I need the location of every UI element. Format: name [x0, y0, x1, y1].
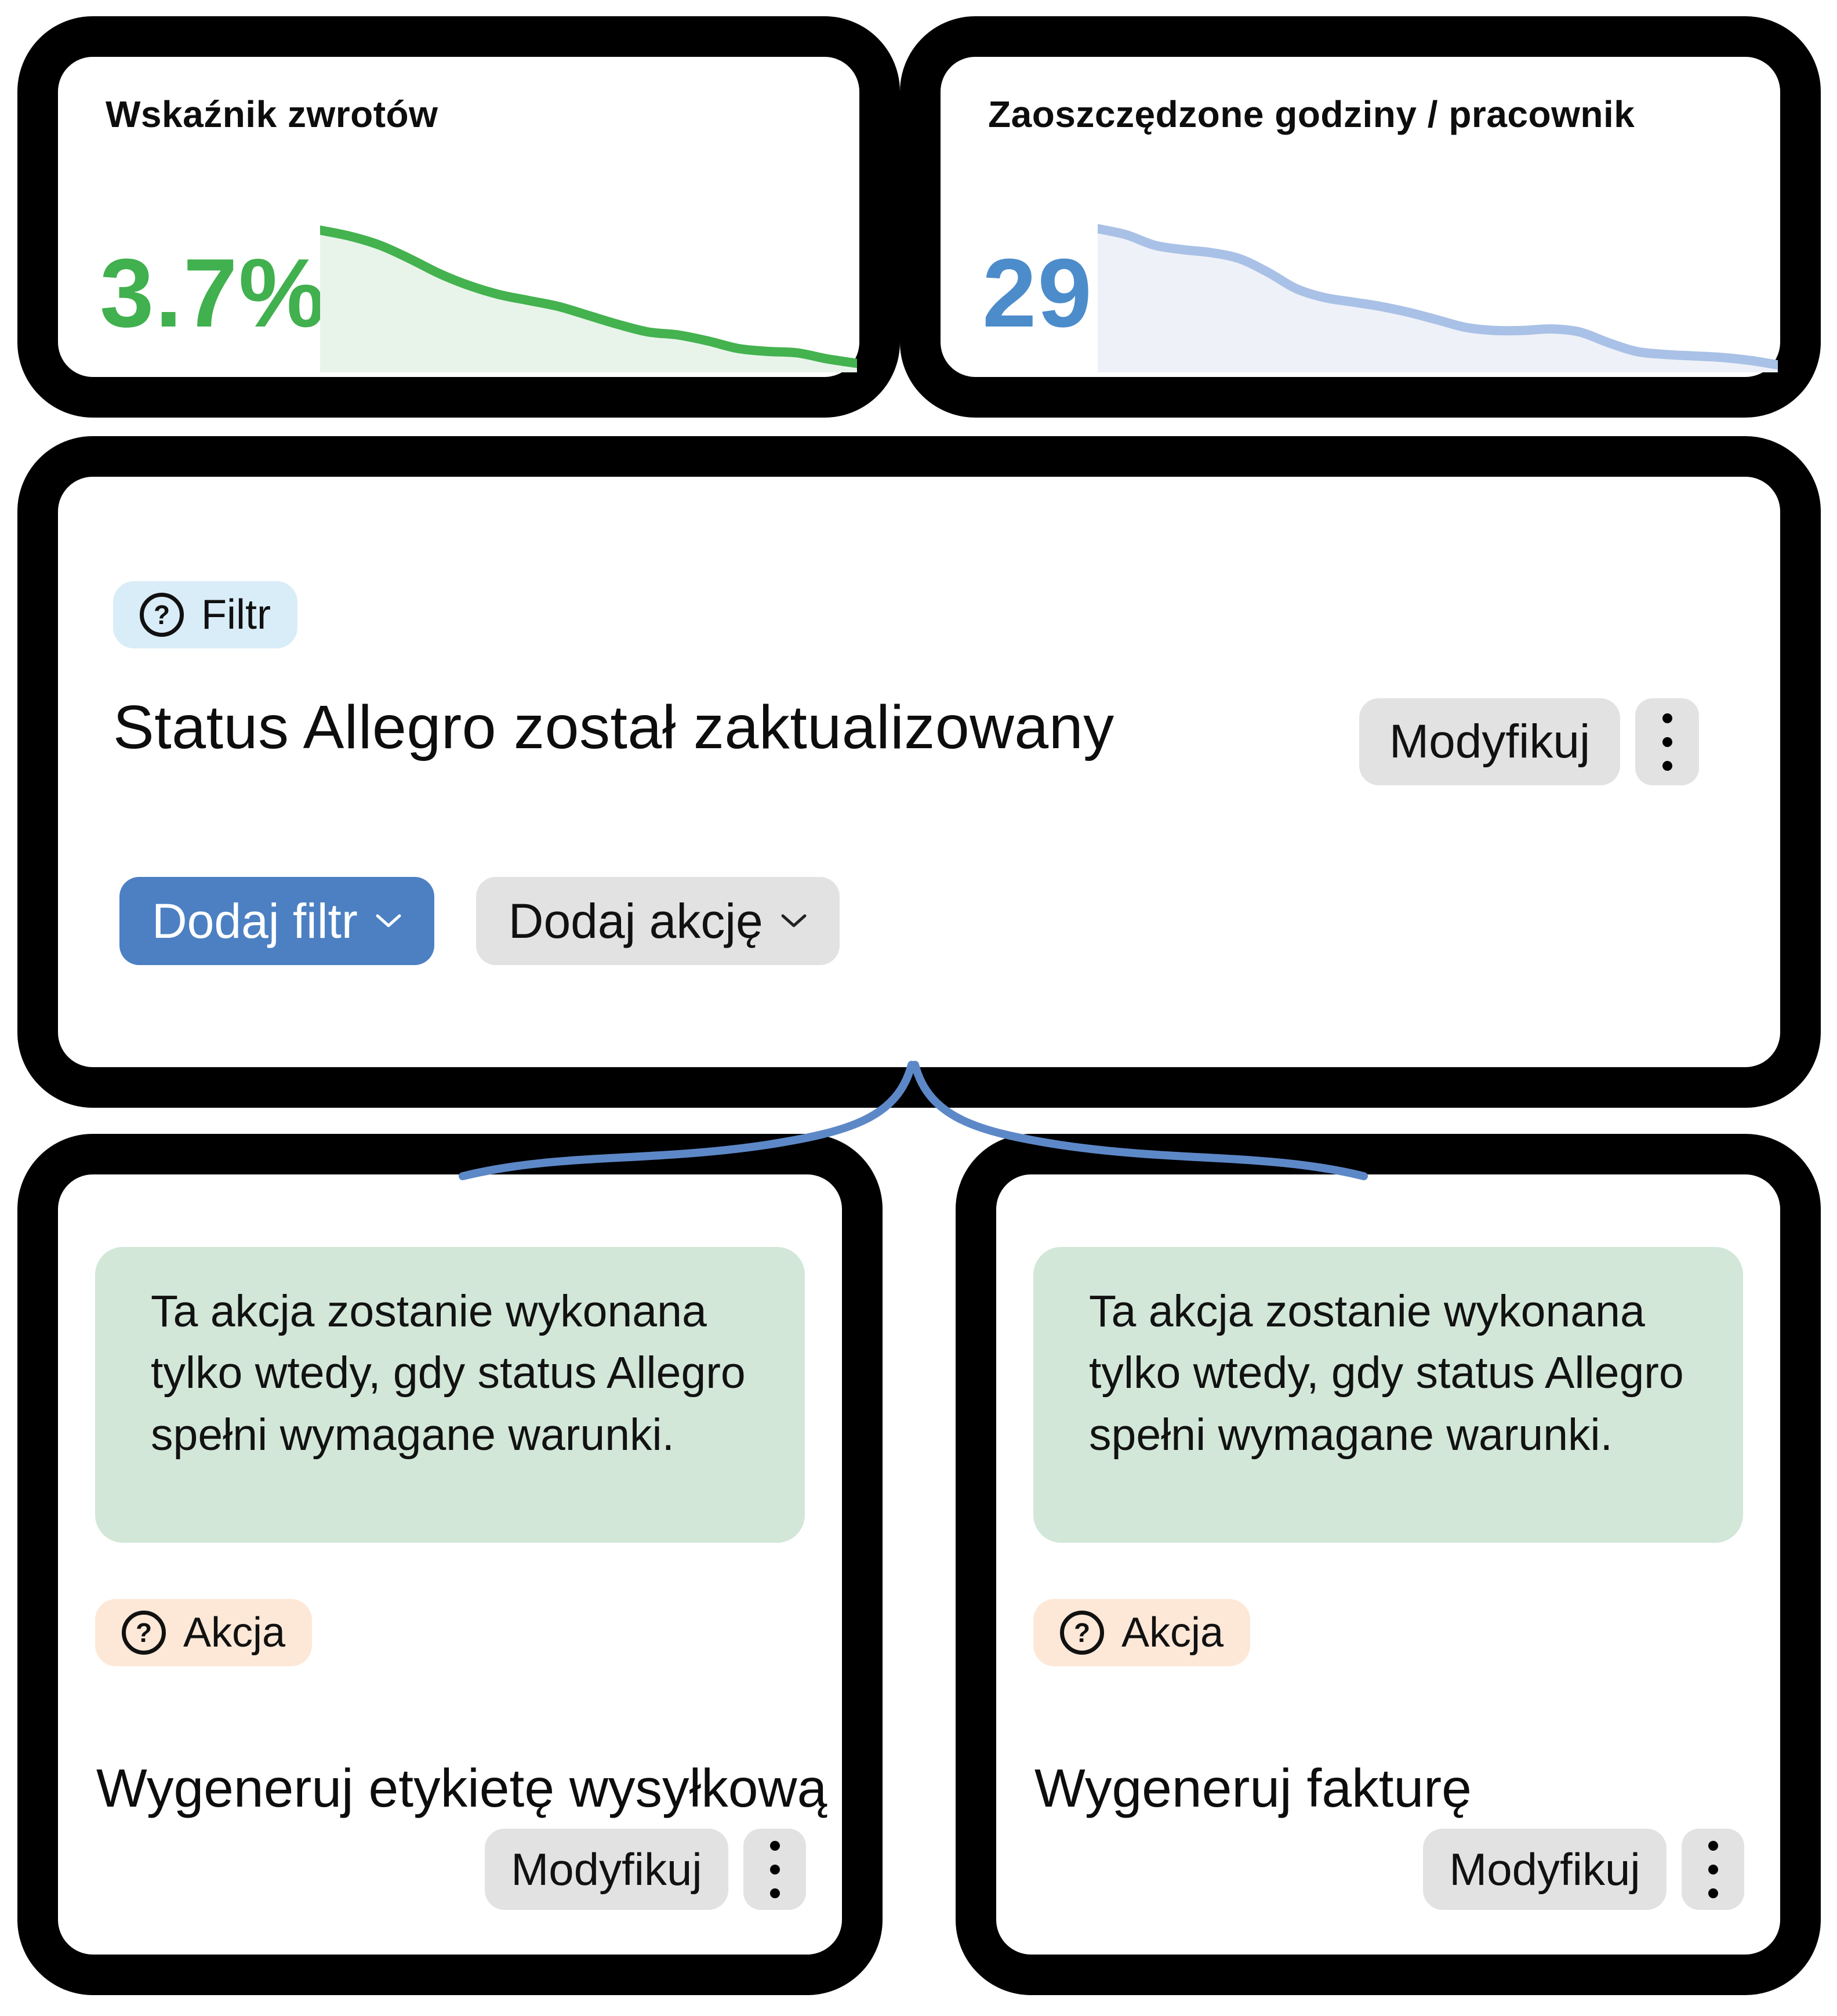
action-condition-note: Ta akcja zostanie wykonana tylko wtedy, …: [1033, 1247, 1743, 1543]
filter-title: Status Allegro został zaktualizowany: [113, 693, 1114, 762]
action-card-shipping-label: Ta akcja zostanie wykonana tylko wtedy, …: [17, 1134, 883, 1995]
action-badge-label: Akcja: [183, 1609, 286, 1656]
action-badge: ? Akcja: [95, 1599, 313, 1666]
chevron-down-icon: [375, 913, 402, 929]
modify-button[interactable]: Modyfikuj: [1423, 1829, 1667, 1910]
action-badge-label: Akcja: [1121, 1609, 1224, 1656]
filter-badge: ? Filtr: [113, 581, 297, 648]
action-card-invoice: Ta akcja zostanie wykonana tylko wtedy, …: [956, 1134, 1821, 1995]
add-filter-label: Dodaj filtr: [152, 893, 358, 948]
chevron-down-icon: [780, 913, 807, 929]
action-title-shipping-label: Wygeneruj etykietę wysyłkową: [96, 1758, 827, 1818]
kpi-card-return-rate: Wskaźnik zwrotów 3.7%: [17, 16, 900, 418]
modify-button[interactable]: Modyfikuj: [1359, 698, 1620, 785]
kebab-menu-icon[interactable]: [1635, 698, 1699, 785]
kpi-title-saved-hours: Zaoszczędzone godziny / pracownik: [988, 93, 1635, 135]
sparkline-line: [1098, 229, 1778, 365]
kebab-menu-icon[interactable]: [1682, 1829, 1744, 1910]
kpi-card-saved-hours: Zaoszczędzone godziny / pracownik 29,1: [900, 16, 1821, 418]
add-action-label: Dodaj akcję: [508, 893, 763, 948]
sparkline-area: [1098, 229, 1778, 372]
kebab-menu-icon[interactable]: [743, 1829, 806, 1910]
return-rate-sparkline: [320, 223, 857, 372]
question-circle-icon: ?: [122, 1611, 166, 1655]
add-action-button[interactable]: Dodaj akcję: [475, 877, 840, 965]
kpi-value-return-rate: 3.7%: [100, 238, 326, 347]
question-circle-icon: ?: [140, 593, 184, 637]
action-title-invoice: Wygeneruj fakturę: [1034, 1758, 1472, 1818]
saved-hours-sparkline: [1098, 223, 1778, 372]
filter-card: ? Filtr Status Allegro został zaktualizo…: [17, 436, 1821, 1108]
action-badge: ? Akcja: [1033, 1599, 1251, 1666]
question-circle-icon: ?: [1060, 1611, 1104, 1655]
add-filter-button[interactable]: Dodaj filtr: [119, 877, 434, 965]
sparkline-area: [320, 230, 857, 372]
sparkline-line: [320, 230, 857, 364]
filter-badge-label: Filtr: [201, 592, 271, 638]
action-condition-note: Ta akcja zostanie wykonana tylko wtedy, …: [95, 1247, 805, 1543]
modify-button[interactable]: Modyfikuj: [485, 1829, 728, 1910]
kpi-title-return-rate: Wskaźnik zwrotów: [106, 93, 438, 135]
